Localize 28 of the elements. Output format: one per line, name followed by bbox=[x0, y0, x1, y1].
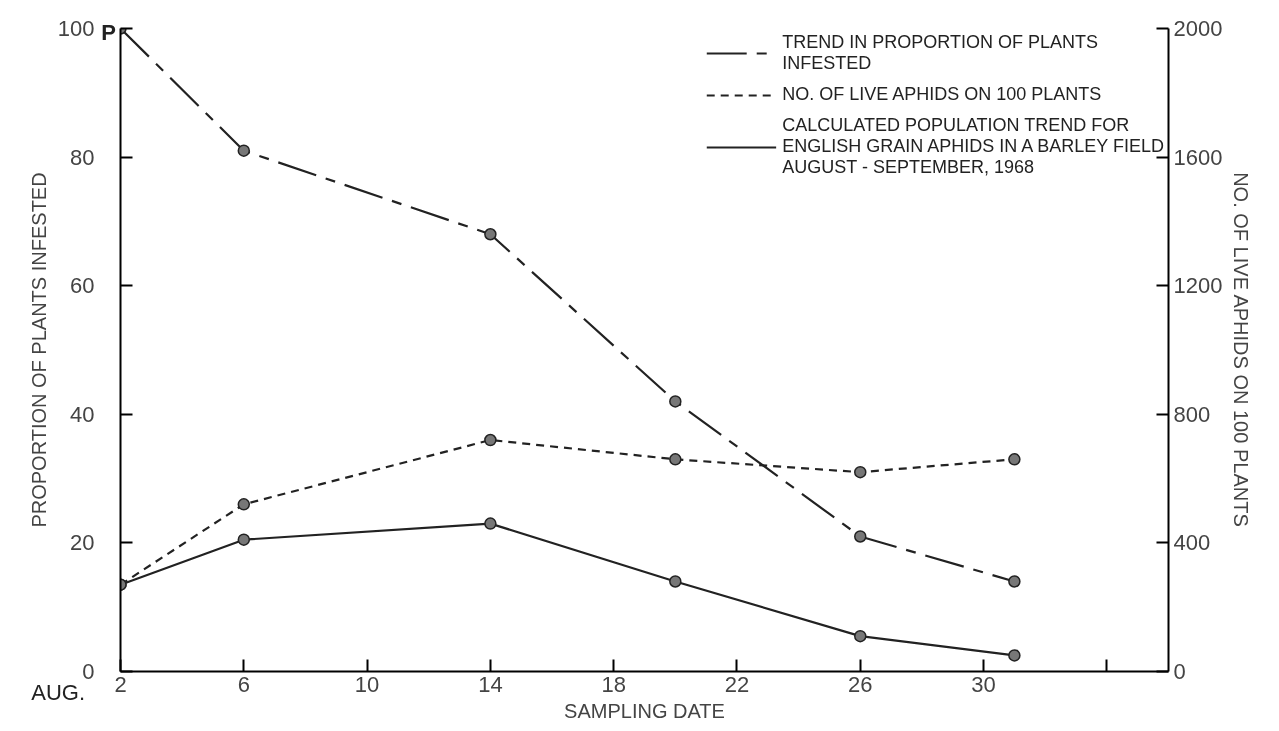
x-tick-label: 26 bbox=[848, 671, 873, 697]
annotation: P bbox=[101, 20, 116, 46]
y-tick-label: 80 bbox=[70, 144, 95, 170]
x-axis-title: SAMPLING DATE bbox=[564, 699, 725, 722]
text: AUG. bbox=[31, 680, 85, 706]
x-tick-label: 18 bbox=[601, 671, 626, 697]
y-tick-label: 0 bbox=[82, 659, 95, 684]
y2-tick-label: 1200 bbox=[1173, 273, 1223, 299]
x-tick-label: 14 bbox=[478, 671, 503, 697]
x-tick-label: 6 bbox=[237, 671, 250, 697]
y2-axis-title: NO. OF LIVE APHIDS ON 100 PLANTS bbox=[1230, 172, 1253, 527]
y2-tick-label: 2000 bbox=[1173, 16, 1223, 41]
x-tick-label: 30 bbox=[971, 671, 996, 697]
y-tick-label: 20 bbox=[70, 530, 95, 556]
x-tick-label: 22 bbox=[724, 671, 750, 697]
legend-label: CALCULATED POPULATION TREND FOR ENGLISH GRAIN APHIDS IN A BARLEY FIELD AUGUST - SEPTEMBER, 1968 bbox=[782, 115, 1164, 178]
y-tick-label: 100 bbox=[57, 16, 95, 41]
y2-tick-label: 0 bbox=[1173, 659, 1186, 684]
legend-label: NO. OF LIVE APHIDS ON 100 PLANTS bbox=[782, 84, 1102, 105]
y2-tick-label: 400 bbox=[1173, 530, 1211, 556]
y2-tick-label: 1600 bbox=[1173, 144, 1223, 170]
y-tick-label: 60 bbox=[70, 273, 95, 299]
legend-label: TREND IN PROPORTION OF PLANTS INFESTED bbox=[782, 32, 1098, 74]
x-tick-label: 10 bbox=[354, 671, 380, 697]
x-tick-label: 2 bbox=[114, 671, 127, 697]
y2-tick-label: 800 bbox=[1173, 401, 1211, 427]
y-tick-label: 40 bbox=[70, 401, 95, 427]
y-axis-title: PROPORTION OF PLANTS INFESTED bbox=[27, 172, 50, 528]
